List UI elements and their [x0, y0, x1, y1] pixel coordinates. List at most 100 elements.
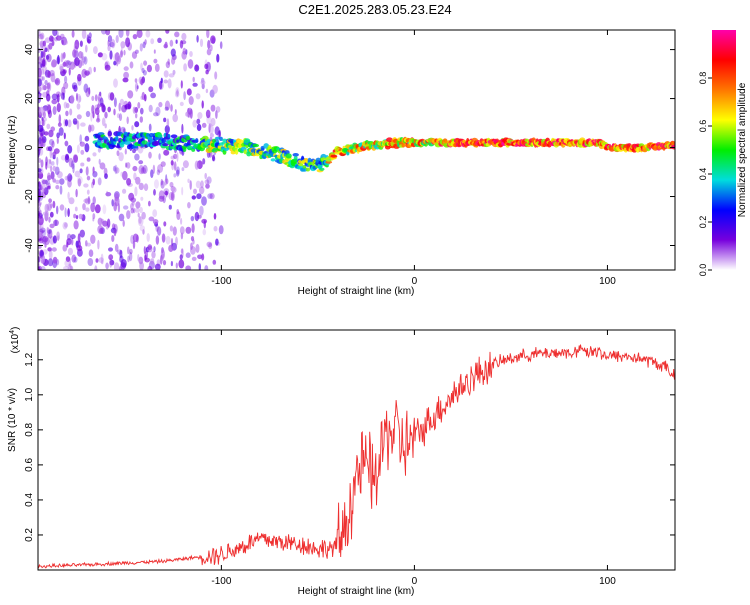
noise-speckle	[64, 207, 67, 218]
noise-speckle	[120, 171, 123, 177]
noise-speckle	[111, 199, 114, 207]
noise-speckle	[158, 153, 161, 160]
noise-speckle	[38, 172, 44, 179]
noise-speckle	[67, 145, 73, 154]
noise-speckle	[38, 86, 42, 92]
noise-speckle	[141, 67, 145, 74]
noise-speckle	[168, 204, 172, 210]
noise-speckle	[123, 49, 126, 56]
noise-speckle	[137, 216, 144, 227]
ridge-cell	[671, 141, 675, 146]
noise-speckle	[125, 37, 131, 48]
noise-speckle	[58, 114, 62, 124]
noise-speckle	[94, 265, 98, 270]
noise-speckle	[127, 255, 130, 263]
noise-speckle	[46, 158, 52, 169]
noise-speckle	[97, 177, 102, 186]
noise-speckle	[140, 167, 146, 174]
noise-speckle	[178, 259, 185, 269]
noise-speckle	[47, 175, 52, 181]
noise-speckle	[79, 168, 83, 174]
noise-speckle	[148, 123, 152, 132]
colorbar: 0.0 0.2 0.4 0.6 0.8 Normalized spectral ampl…	[698, 30, 748, 276]
spectrogram-marks	[38, 30, 675, 270]
noise-speckle	[107, 35, 113, 43]
noise-speckle	[217, 130, 221, 138]
noise-speckle	[46, 203, 52, 212]
spectrogram-frame	[37, 29, 676, 271]
noise-speckle	[42, 58, 46, 67]
snr-y-tick-label: 1.2	[24, 352, 35, 366]
noise-speckle	[76, 114, 82, 120]
noise-speckle	[132, 34, 138, 40]
noise-speckle	[97, 225, 104, 234]
noise-speckle	[51, 140, 55, 148]
noise-speckle	[185, 226, 192, 234]
noise-speckle	[85, 87, 91, 98]
noise-speckle	[113, 78, 118, 88]
noise-speckle	[38, 202, 42, 208]
noise-speckle	[98, 158, 101, 165]
noise-speckle	[57, 54, 60, 65]
noise-speckle	[79, 40, 83, 47]
noise-speckle	[92, 196, 96, 205]
ridge-cell	[330, 154, 338, 158]
noise-speckle	[130, 197, 137, 203]
noise-speckle	[209, 192, 215, 200]
noise-speckle	[105, 30, 111, 36]
noise-speckle	[195, 243, 200, 253]
snr-panel: -100 0 100 0.2 0.4 0.6 0.8 1.0 1.2 Height of st…	[7, 327, 676, 597]
noise-speckle	[113, 60, 117, 66]
noise-speckle	[56, 56, 61, 65]
noise-speckle	[155, 235, 160, 245]
noise-speckle	[204, 179, 210, 185]
noise-speckle	[158, 195, 165, 202]
noise-speckle	[74, 57, 80, 66]
noise-speckle	[42, 50, 46, 58]
noise-speckle	[77, 73, 82, 82]
snr-frame	[37, 329, 676, 571]
noise-speckle	[137, 254, 140, 262]
noise-speckle	[130, 208, 134, 214]
noise-speckle	[76, 245, 83, 252]
noise-speckle	[44, 47, 48, 53]
noise-speckle	[126, 178, 132, 186]
noise-speckle	[168, 244, 174, 252]
noise-speckle	[50, 61, 57, 68]
noise-speckle	[119, 98, 124, 106]
noise-speckle	[131, 51, 138, 59]
noise-speckle	[116, 150, 120, 157]
noise-speckle	[49, 139, 54, 146]
colorbar-tick-label: 0.0	[698, 264, 708, 277]
noise-speckle	[138, 256, 144, 265]
noise-speckle	[39, 250, 44, 257]
noise-speckle	[71, 254, 77, 263]
noise-speckle	[38, 207, 41, 217]
noise-speckle	[43, 187, 49, 196]
noise-speckle	[109, 92, 115, 101]
ridge-cell	[325, 160, 333, 164]
noise-speckle	[168, 73, 175, 78]
noise-speckle	[130, 234, 135, 244]
noise-speckle	[196, 123, 202, 132]
noise-speckle	[38, 55, 42, 63]
noise-speckle	[78, 213, 83, 220]
noise-speckle	[77, 178, 82, 187]
noise-speckle	[205, 183, 210, 189]
noise-speckle	[163, 117, 167, 123]
noise-speckle	[59, 178, 65, 185]
noise-speckle	[97, 217, 103, 226]
noise-speckle	[186, 88, 192, 96]
noise-speckle	[133, 172, 137, 181]
noise-speckle	[118, 152, 124, 162]
noise-speckle	[158, 101, 163, 108]
noise-speckle	[47, 258, 54, 267]
noise-speckle	[63, 132, 66, 140]
noise-speckle	[63, 82, 69, 90]
noise-speckle	[41, 57, 47, 68]
noise-speckle	[142, 164, 148, 174]
noise-speckle	[190, 242, 193, 250]
noise-speckle	[64, 140, 69, 147]
noise-speckle	[218, 225, 224, 235]
